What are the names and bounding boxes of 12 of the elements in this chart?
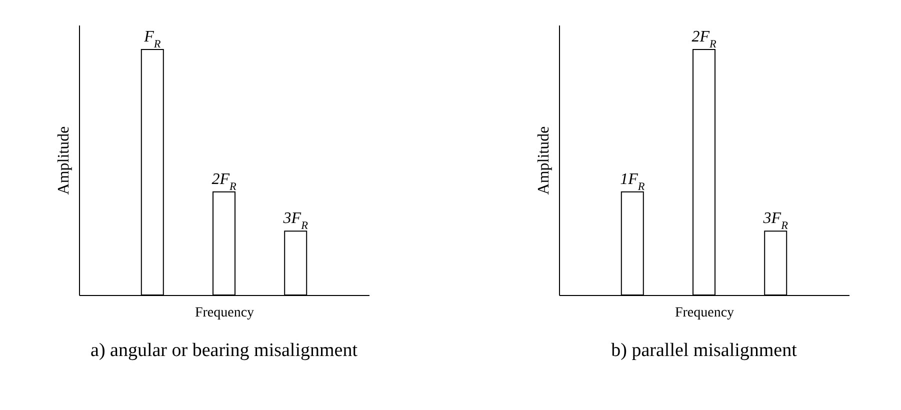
annotation: 3F$_{R}$	[282, 210, 308, 232]
y-axis-title: Amplitude	[536, 126, 552, 195]
x-axis-title: Frequency	[194, 306, 254, 320]
text: b) parallel misalignment	[611, 340, 798, 361]
annotation: 2F$_{R}$	[212, 170, 236, 193]
y-axis-title: Amplitude	[56, 126, 72, 195]
x-axis-title: Frequency	[674, 306, 734, 320]
annotation: 2F$_{R}$	[692, 28, 716, 51]
text: a) angular or bearing misalignment	[90, 340, 358, 361]
annotation: 1F$_{R}$	[620, 170, 645, 193]
annotation: 3F$_{R}$	[762, 210, 788, 232]
annotation: F$_{R}$	[143, 28, 161, 51]
